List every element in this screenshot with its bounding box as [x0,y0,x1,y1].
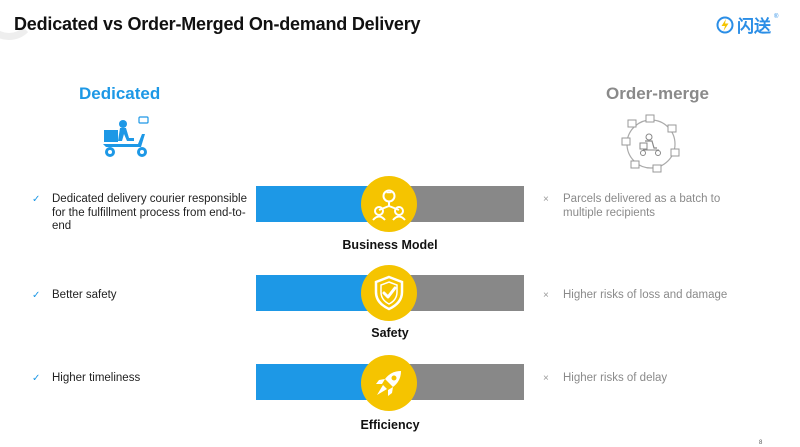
logo-registered-mark: ® [774,14,779,20]
cross-icon: × [543,290,549,301]
dedicated-item-text: Higher timeliness [52,372,141,384]
decorative-corner-arc [0,0,36,40]
order-merge-item-text: Parcels delivered as a batch to multiple… [563,193,721,219]
business-model-badge [361,176,417,232]
company-logo: 闪送 ® [716,12,778,37]
page-number: 8 [759,440,763,446]
safety-label: Safety [371,326,409,340]
dedicated-item-text: Dedicated delivery courier responsible f… [52,193,247,232]
dedicated-item-2: ✓ Better safety [32,289,247,303]
cross-icon: × [543,194,549,205]
check-icon: ✓ [32,290,41,301]
people-network-icon [372,189,406,221]
dedicated-item-3: ✓ Higher timeliness [32,372,247,386]
rocket-icon [376,371,401,396]
dedicated-heading: Dedicated [79,84,161,103]
order-merge-item-1: × Parcels delivered as a batch to multip… [543,193,753,220]
dedicated-item-1: ✓ Dedicated delivery courier responsible… [32,193,247,234]
business-model-label: Business Model [342,238,438,252]
order-merge-item-2: × Higher risks of loss and damage [543,289,753,303]
slide-title: Dedicated vs Order-Merged On-demand Deli… [14,14,421,34]
order-merge-item-text: Higher risks of delay [563,372,668,384]
check-icon: ✓ [32,194,41,205]
dedicated-item-text: Better safety [52,289,117,301]
logo-text: 闪送 [737,17,771,36]
efficiency-badge [361,355,417,411]
cross-icon: × [543,373,549,384]
order-merge-heading: Order-merge [606,84,709,103]
safety-badge [361,265,417,321]
order-merge-item-text: Higher risks of loss and damage [563,289,728,301]
check-icon: ✓ [32,373,41,384]
scooter-courier-icon [103,116,149,157]
merged-parcels-icon [621,114,680,173]
order-merge-item-3: × Higher risks of delay [543,372,753,386]
shield-check-icon [374,275,404,311]
lightning-logo-icon [716,16,734,33]
efficiency-label: Efficiency [360,418,420,432]
